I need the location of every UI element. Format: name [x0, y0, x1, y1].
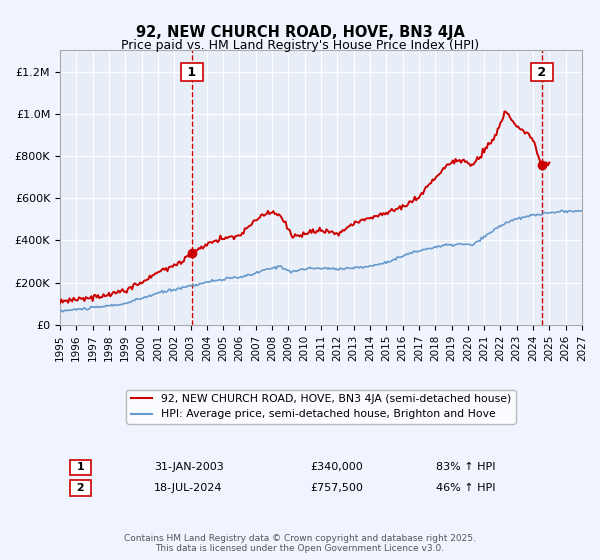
Text: 18-JUL-2024: 18-JUL-2024 — [154, 483, 223, 493]
Text: 1: 1 — [183, 66, 200, 79]
Text: 46% ↑ HPI: 46% ↑ HPI — [436, 483, 496, 493]
Text: 2: 2 — [73, 483, 89, 493]
Text: 31-JAN-2003: 31-JAN-2003 — [154, 463, 224, 473]
Text: 83% ↑ HPI: 83% ↑ HPI — [436, 463, 496, 473]
Text: £757,500: £757,500 — [311, 483, 364, 493]
Legend: 92, NEW CHURCH ROAD, HOVE, BN3 4JA (semi-detached house), HPI: Average price, se: 92, NEW CHURCH ROAD, HOVE, BN3 4JA (semi… — [127, 390, 515, 424]
Text: 2: 2 — [533, 66, 551, 79]
Text: Contains HM Land Registry data © Crown copyright and database right 2025.
This d: Contains HM Land Registry data © Crown c… — [124, 534, 476, 553]
Text: 1: 1 — [73, 463, 89, 473]
Text: Price paid vs. HM Land Registry's House Price Index (HPI): Price paid vs. HM Land Registry's House … — [121, 39, 479, 52]
Text: £340,000: £340,000 — [311, 463, 364, 473]
Text: 92, NEW CHURCH ROAD, HOVE, BN3 4JA: 92, NEW CHURCH ROAD, HOVE, BN3 4JA — [136, 25, 464, 40]
